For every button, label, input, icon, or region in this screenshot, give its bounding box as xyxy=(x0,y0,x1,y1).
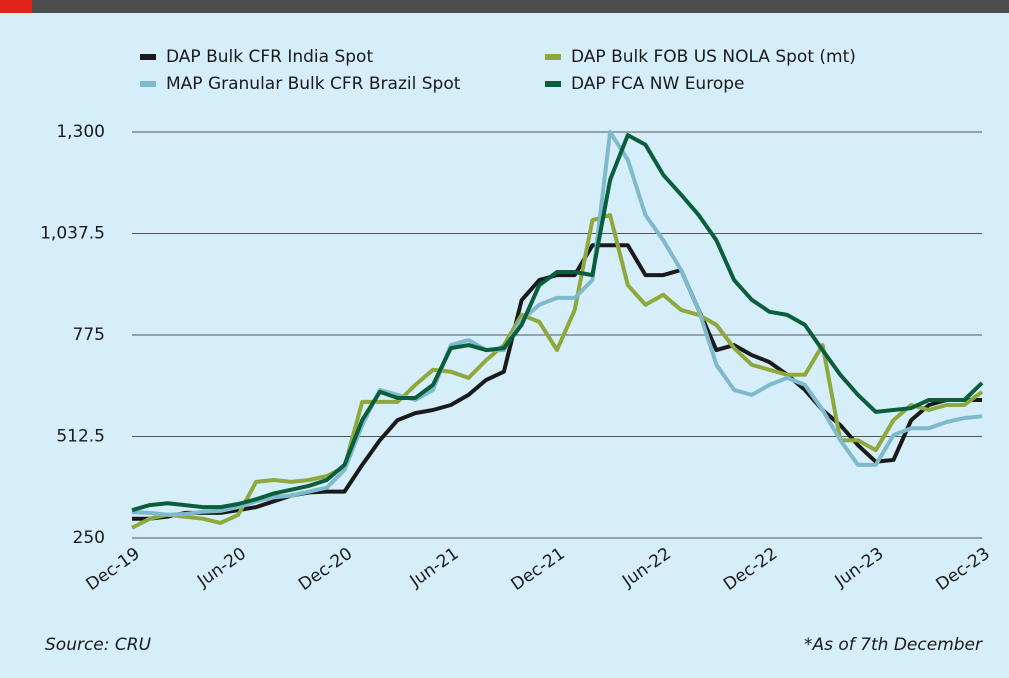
source: Source: CRU xyxy=(45,635,152,655)
y-tick-label: 1,037.5 xyxy=(40,224,105,244)
series-line xyxy=(131,133,984,513)
series-line xyxy=(131,130,983,517)
series-line xyxy=(132,243,982,521)
y-tick-label: 250 xyxy=(73,528,105,548)
y-tick-label: 775 xyxy=(73,325,105,345)
legend-label: DAP FCA NW Europe xyxy=(571,74,744,94)
header-accent xyxy=(0,0,32,13)
legend-label: DAP Bulk FOB US NOLA Spot (mt) xyxy=(571,47,856,67)
legend-label: DAP Bulk CFR India Spot xyxy=(166,47,373,67)
y-tick-label: 1,300 xyxy=(56,122,105,142)
legend-label: MAP Granular Bulk CFR Brazil Spot xyxy=(166,74,461,94)
note: *As of 7th December xyxy=(804,635,983,655)
header-bar xyxy=(0,0,1009,13)
y-tick-label: 512.5 xyxy=(56,427,105,447)
